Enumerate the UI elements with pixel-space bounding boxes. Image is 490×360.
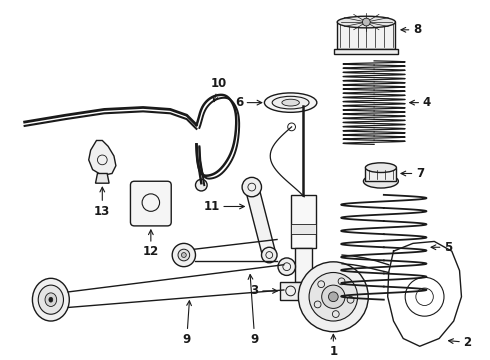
Text: 10: 10 <box>211 77 227 102</box>
Circle shape <box>181 253 186 257</box>
Text: 7: 7 <box>401 167 424 180</box>
Ellipse shape <box>337 16 395 28</box>
FancyBboxPatch shape <box>337 22 395 49</box>
Circle shape <box>242 177 262 197</box>
Text: 11: 11 <box>203 200 245 213</box>
Circle shape <box>278 258 295 275</box>
Circle shape <box>196 179 207 191</box>
Ellipse shape <box>265 93 317 112</box>
Ellipse shape <box>272 96 309 109</box>
Circle shape <box>363 18 370 26</box>
Text: 9: 9 <box>248 275 259 346</box>
Text: 5: 5 <box>431 241 452 254</box>
Ellipse shape <box>45 293 57 306</box>
Circle shape <box>178 249 190 261</box>
Text: 1: 1 <box>329 334 338 358</box>
Circle shape <box>298 262 368 332</box>
Ellipse shape <box>49 297 53 302</box>
FancyBboxPatch shape <box>130 181 171 226</box>
Circle shape <box>172 243 196 267</box>
Ellipse shape <box>38 285 64 314</box>
Ellipse shape <box>364 175 398 188</box>
FancyBboxPatch shape <box>294 248 312 282</box>
Text: 4: 4 <box>410 96 431 109</box>
Polygon shape <box>89 140 116 175</box>
Circle shape <box>262 247 277 263</box>
FancyBboxPatch shape <box>280 282 326 300</box>
Circle shape <box>322 285 345 309</box>
Ellipse shape <box>32 278 69 321</box>
Text: 8: 8 <box>401 23 421 36</box>
FancyBboxPatch shape <box>366 168 396 181</box>
Polygon shape <box>96 174 109 183</box>
Polygon shape <box>245 185 276 257</box>
FancyBboxPatch shape <box>334 49 398 54</box>
Text: 9: 9 <box>183 301 192 346</box>
Text: 6: 6 <box>235 96 262 109</box>
FancyBboxPatch shape <box>291 224 316 234</box>
Text: 2: 2 <box>448 336 471 349</box>
Text: 13: 13 <box>94 187 110 217</box>
Ellipse shape <box>282 99 299 106</box>
Circle shape <box>328 292 338 302</box>
Circle shape <box>309 273 358 321</box>
Text: 12: 12 <box>143 230 159 258</box>
Text: 3: 3 <box>250 284 277 297</box>
FancyBboxPatch shape <box>291 195 316 248</box>
Ellipse shape <box>366 163 396 172</box>
